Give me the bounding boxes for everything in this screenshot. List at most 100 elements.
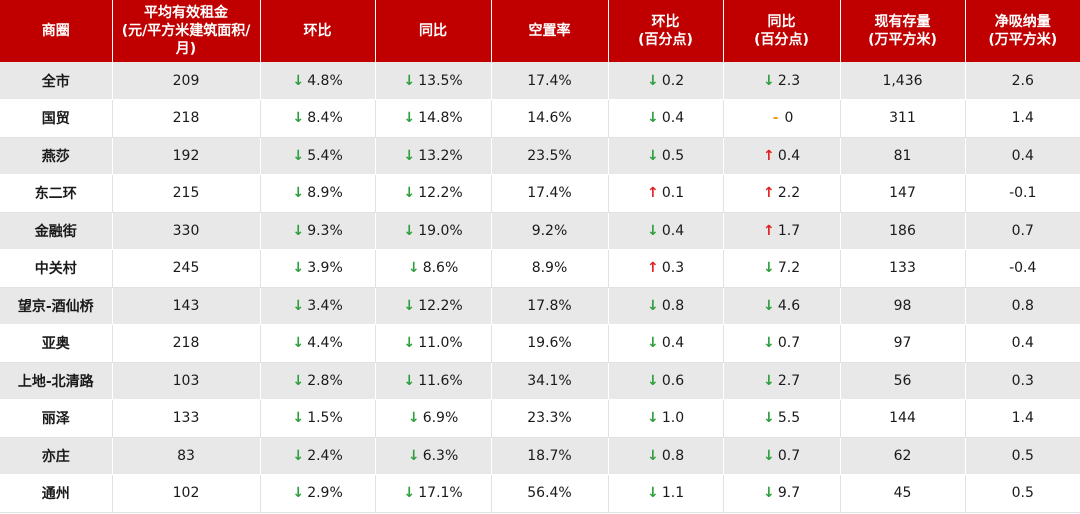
change-value: 4.4%	[307, 335, 343, 352]
existing-stock-cell: 144	[840, 399, 966, 438]
rent-yoy-cell: ↓ 6.9%	[375, 399, 492, 438]
arrow-down-icon: ↓	[292, 185, 305, 202]
header-line: 环比	[303, 23, 332, 39]
existing-stock-cell: 97	[840, 324, 966, 363]
vacancy-rate-cell: 23.3%	[491, 399, 609, 438]
net-absorption-cell: 0.3	[965, 362, 1080, 400]
header-area: 商圈	[0, 0, 113, 62]
header-line: (万平方米)	[988, 32, 1058, 48]
header-line: 环比	[651, 14, 680, 30]
vacancy-yoy-cell: ↓ 0.7	[723, 437, 841, 475]
arrow-down-icon: ↓	[403, 222, 416, 239]
vacancy-qoq-cell: ↓ 0.4	[608, 324, 724, 363]
change-value: 2.4%	[307, 447, 343, 464]
rent-qoq-cell: ↓ 5.4%	[260, 137, 376, 175]
vacancy-rate-cell: 8.9%	[491, 249, 609, 288]
area-name-cell: 亚奥	[0, 324, 113, 363]
vacancy-rate-cell: 14.6%	[491, 99, 609, 138]
change-value: 2.9%	[307, 485, 343, 502]
change-value: 13.5%	[418, 72, 463, 89]
vacancy-qoq-cell: ↓ 1.1	[608, 474, 724, 513]
header-line: 商圈	[41, 23, 70, 39]
arrow-down-icon: ↓	[762, 297, 775, 314]
arrow-up-icon: ↑	[762, 222, 775, 239]
change-value: 0.4	[661, 110, 685, 127]
vacancy-qoq-cell: ↓ 0.4	[608, 99, 724, 138]
avg-rent-cell: 83	[112, 437, 261, 475]
table-row: 金融街 330 ↓ 9.3% ↓ 19.0% 9.2% ↓ 0.4 ↑ 1.7 186 0.7	[0, 212, 1080, 250]
vacancy-rate-cell: 23.5%	[491, 137, 609, 175]
area-name-cell: 通州	[0, 474, 113, 513]
change-value: 1.7	[777, 222, 801, 239]
header-line: (万平方米)	[868, 32, 937, 48]
area-name-cell: 燕莎	[0, 137, 113, 175]
rent-qoq-cell: ↓ 4.4%	[260, 324, 376, 363]
rent-yoy-cell: ↓ 11.6%	[375, 362, 492, 400]
arrow-down-icon: ↓	[403, 185, 416, 202]
arrow-up-icon: ↑	[646, 185, 659, 202]
vacancy-qoq-cell: ↓ 0.6	[608, 362, 724, 400]
arrow-down-icon: ↓	[646, 147, 659, 164]
header-line: (元/平方米建筑面积/月)	[121, 23, 251, 57]
arrow-down-icon: ↓	[762, 447, 775, 464]
change-value: 6.3%	[422, 447, 459, 464]
rent-yoy-cell: ↓ 19.0%	[375, 212, 492, 250]
arrow-up-icon: ↑	[646, 260, 659, 277]
header-avg-rent: 平均有效租金 (元/平方米建筑面积/月)	[112, 0, 261, 62]
arrow-down-icon: ↓	[292, 410, 305, 427]
arrow-down-icon: ↓	[403, 110, 416, 127]
table-row: 东二环 215 ↓ 8.9% ↓ 12.2% 17.4% ↑ 0.1 ↑ 2.2 147 -0.1	[0, 174, 1080, 213]
table-row: 上地-北清路 103 ↓ 2.8% ↓ 11.6% 34.1% ↓ 0.6 ↓ 2.7 56 0.3	[0, 362, 1080, 400]
vacancy-qoq-cell: ↓ 0.5	[608, 137, 724, 175]
arrow-down-icon: ↓	[292, 372, 305, 389]
header-rent-qoq: 环比	[260, 0, 376, 62]
arrow-down-icon: ↓	[292, 260, 305, 277]
avg-rent-cell: 218	[112, 324, 261, 363]
avg-rent-cell: 218	[112, 99, 261, 138]
arrow-down-icon: ↓	[646, 222, 659, 239]
rent-qoq-cell: ↓ 2.9%	[260, 474, 376, 513]
change-value: 3.9%	[307, 260, 343, 277]
vacancy-rate-cell: 17.8%	[491, 287, 609, 325]
rent-qoq-cell: ↓ 2.8%	[260, 362, 376, 400]
change-value: 4.6	[777, 297, 801, 314]
rent-yoy-cell: ↓ 8.6%	[375, 249, 492, 288]
arrow-down-icon: ↓	[292, 110, 305, 127]
vacancy-yoy-cell: ↓ 7.2	[723, 249, 841, 288]
vacancy-yoy-cell: ↓ 0.7	[723, 324, 841, 363]
vacancy-yoy-cell: ↓ 4.6	[723, 287, 841, 325]
change-value: 0.1	[661, 185, 685, 202]
rent-yoy-cell: ↓ 12.2%	[375, 174, 492, 213]
table-row: 全市 209 ↓ 4.8% ↓ 13.5% 17.4% ↓ 0.2 ↓ 2.3 1,436 2.6	[0, 62, 1080, 100]
change-value: 8.4%	[307, 110, 343, 127]
change-value: 11.0%	[418, 335, 463, 352]
rent-qoq-cell: ↓ 8.4%	[260, 99, 376, 138]
arrow-down-icon: ↓	[403, 72, 416, 89]
arrow-down-icon: ↓	[762, 260, 775, 277]
arrow-up-icon: ↑	[762, 185, 775, 202]
change-value: 0.7	[777, 447, 801, 464]
change-value: 3.4%	[307, 297, 343, 314]
arrow-down-icon: ↓	[762, 485, 775, 502]
arrow-down-icon: ↓	[762, 335, 775, 352]
change-value: 2.8%	[307, 372, 343, 389]
net-absorption-cell: 0.4	[965, 324, 1080, 363]
vacancy-yoy-cell: ↓ 5.5	[723, 399, 841, 438]
rent-yoy-cell: ↓ 13.2%	[375, 137, 492, 175]
net-absorption-cell: 0.7	[965, 212, 1080, 250]
vacancy-yoy-cell: -0	[723, 99, 841, 138]
change-value: 4.8%	[307, 72, 343, 89]
header-line: 平均有效租金	[144, 5, 228, 21]
table-row: 通州 102 ↓ 2.9% ↓ 17.1% 56.4% ↓ 1.1 ↓ 9.7 45 0.5	[0, 474, 1080, 513]
flat-dash-icon: -	[772, 110, 779, 127]
change-value: 9.3%	[307, 222, 343, 239]
arrow-down-icon: ↓	[646, 372, 659, 389]
header-stock: 现有存量 (万平方米)	[840, 0, 966, 62]
area-name-cell: 国贸	[0, 99, 113, 138]
rent-qoq-cell: ↓ 9.3%	[260, 212, 376, 250]
area-name-cell: 中关村	[0, 249, 113, 288]
change-value: 9.7	[777, 485, 801, 502]
table-body: 全市 209 ↓ 4.8% ↓ 13.5% 17.4% ↓ 0.2 ↓ 2.3 1,436 2.6 国贸 2…	[0, 62, 1080, 513]
rent-yoy-cell: ↓ 13.5%	[375, 62, 492, 100]
table-row: 亚奥 218 ↓ 4.4% ↓ 11.0% 19.6% ↓ 0.4 ↓ 0.7 97 0.4	[0, 324, 1080, 363]
